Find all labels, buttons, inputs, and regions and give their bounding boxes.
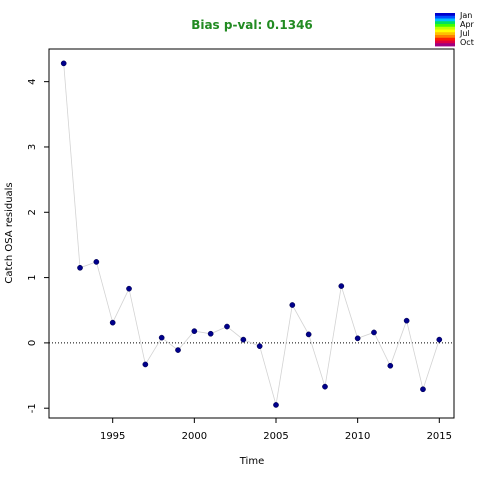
y-tick-label: -1 — [27, 403, 38, 413]
data-point — [371, 329, 377, 336]
data-point — [207, 330, 214, 337]
legend-swatch — [435, 26, 455, 30]
legend-swatch — [435, 21, 455, 25]
data-point — [77, 264, 83, 271]
data-point — [126, 285, 132, 292]
data-point — [191, 328, 198, 334]
legend-label: Jan — [459, 11, 472, 20]
data-point — [322, 383, 328, 390]
legend-swatch — [435, 15, 455, 19]
legend-swatch — [435, 29, 455, 33]
data-point — [224, 323, 230, 330]
x-tick-label: 2000 — [182, 431, 207, 442]
y-tick-label: 4 — [27, 78, 38, 84]
data-point — [158, 334, 165, 341]
y-axis: -1 0 1 2 3 4 — [27, 78, 49, 413]
data-point — [93, 259, 100, 265]
y-axis-label: Catch OSA residuals — [4, 182, 15, 283]
legend-swatch — [435, 35, 455, 39]
connecting-line — [63, 63, 440, 406]
y-tick-label: 2 — [27, 209, 38, 215]
legend-swatch — [435, 37, 455, 41]
data-point — [305, 331, 312, 338]
data-point — [240, 336, 247, 343]
data-point — [289, 302, 296, 308]
data-point — [175, 347, 181, 353]
legend-label: Apr — [460, 20, 475, 29]
data-point — [256, 343, 263, 350]
legend-swatch — [435, 18, 455, 22]
data-point — [436, 336, 443, 343]
data-point — [338, 283, 345, 289]
legend-swatch — [435, 24, 455, 28]
data-point — [60, 60, 67, 67]
x-tick-label: 1995 — [100, 431, 125, 442]
x-tick-label: 2005 — [263, 431, 288, 442]
data-point — [273, 402, 279, 408]
legend-swatch — [435, 13, 455, 17]
legend-swatch — [435, 40, 455, 44]
data-point — [420, 386, 426, 393]
x-tick-label: 2010 — [345, 431, 370, 442]
chart-title: Bias p-val: 0.1346 — [191, 18, 313, 32]
y-tick-label: 3 — [27, 144, 38, 150]
legend-label: Jul — [459, 29, 470, 38]
data-point — [142, 361, 149, 368]
y-tick-label: 1 — [27, 274, 38, 280]
data-point — [109, 319, 116, 326]
legend-swatch — [435, 43, 455, 47]
series-line — [63, 63, 440, 406]
x-tick-label: 2015 — [427, 431, 452, 442]
legend-swatch — [435, 32, 455, 36]
x-axis: 1995 2000 2005 2010 2015 — [100, 418, 452, 442]
x-axis-label: Time — [239, 456, 264, 467]
plot-frame — [48, 48, 455, 419]
data-points — [60, 60, 443, 408]
data-point — [403, 317, 410, 324]
data-point — [387, 362, 394, 369]
y-tick-label: 0 — [27, 340, 38, 346]
data-point — [354, 335, 361, 342]
legend-label: Oct — [460, 38, 474, 47]
